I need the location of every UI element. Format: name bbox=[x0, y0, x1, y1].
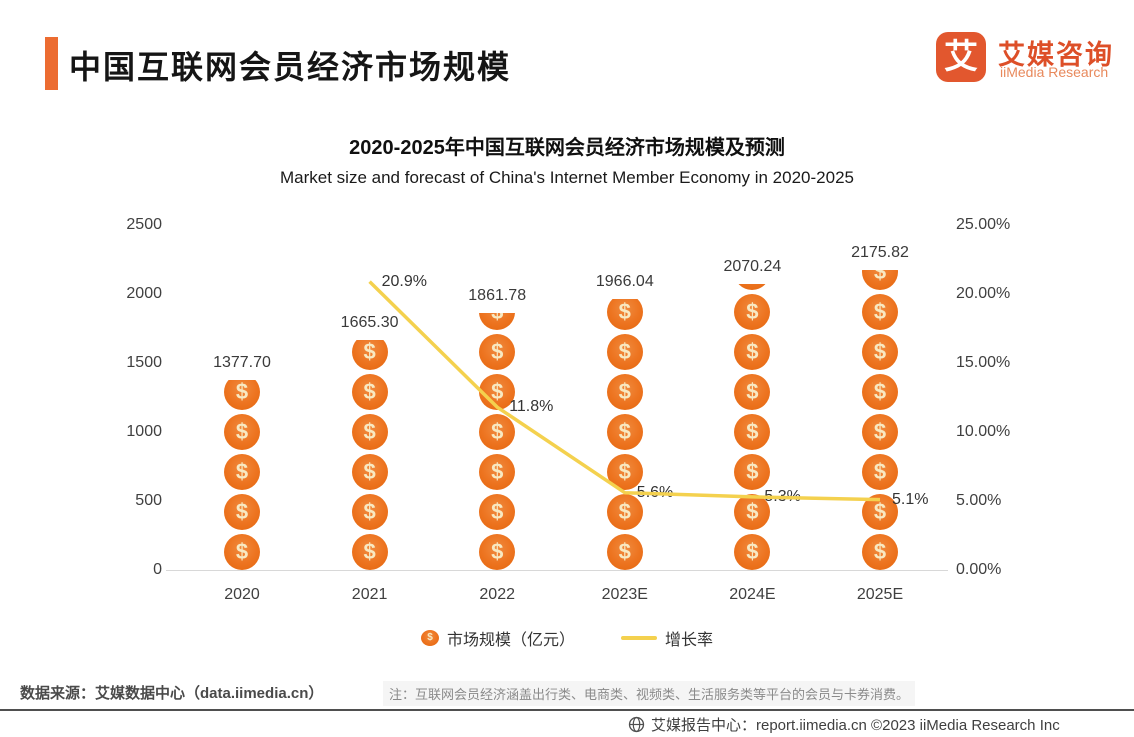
bar-value-label: 2175.82 bbox=[851, 243, 909, 261]
coin-icon: $ bbox=[606, 373, 643, 410]
globe-icon bbox=[628, 716, 645, 733]
chart-subtitle: Market size and forecast of China's Inte… bbox=[280, 168, 854, 187]
bar-value-label: 1966.04 bbox=[595, 272, 654, 290]
source-row: 数据来源：艾媒数据中心（data.iimedia.cn） 注：互联网会员经济涵盖… bbox=[0, 679, 1134, 706]
bar-2020: $ $ $ $ $ bbox=[224, 379, 260, 570]
logo-name-cn: 艾媒咨询 bbox=[998, 40, 1114, 70]
bar-value-label: 1377.70 bbox=[213, 353, 271, 371]
coin-icon: $ bbox=[734, 293, 771, 330]
coin-icon: $ bbox=[606, 298, 643, 330]
coin-icon: $ bbox=[224, 413, 260, 450]
growth-rate-label: 5.6% bbox=[636, 483, 674, 501]
coin-icon: $ bbox=[351, 373, 388, 410]
chart-title: 2020-2025年中国互联网会员经济市场规模及预测 bbox=[349, 137, 785, 159]
footer-label: 艾媒报告中心：report.iimedia.cn ©2023 iiMedia R… bbox=[651, 717, 1060, 734]
coin-icon: $ bbox=[479, 453, 516, 490]
coin-icon: $ bbox=[606, 533, 643, 570]
y-axis-tick: 2500 bbox=[126, 216, 162, 233]
coin-icon: $ bbox=[862, 269, 898, 290]
coin-icon: $ bbox=[606, 333, 643, 370]
growth-rate-label: 5.3% bbox=[764, 487, 801, 505]
coin-icon: $ bbox=[734, 533, 771, 570]
page-title: 中国互联网会员经济市场规模 bbox=[69, 49, 512, 85]
coin-icon: $ bbox=[734, 413, 771, 450]
coin-icon: $ bbox=[862, 333, 898, 370]
bar-2025E: $ $ $ $ $ $ $ $ bbox=[862, 269, 898, 570]
line-icon bbox=[621, 636, 657, 640]
y-axis-tick: 0 bbox=[153, 561, 162, 578]
coin-icon: $ bbox=[734, 284, 771, 290]
footer-row: 艾媒报告中心：report.iimedia.cn ©2023 iiMedia R… bbox=[0, 713, 1134, 737]
x-axis-label: 2023E bbox=[601, 586, 648, 603]
coin-icon: $ bbox=[862, 413, 898, 450]
coin-icon: $ bbox=[351, 533, 388, 570]
x-axis-label: 2020 bbox=[224, 586, 260, 603]
coin-icon: $ bbox=[224, 379, 260, 410]
coin-icon: $ bbox=[351, 493, 388, 530]
coin-icon: $ bbox=[351, 340, 388, 370]
coin-icon: $ bbox=[224, 453, 260, 490]
growth-rate-label: 5.1% bbox=[892, 490, 929, 508]
footer-divider bbox=[0, 709, 1134, 711]
coin-icon: $ bbox=[479, 313, 516, 330]
bar-value-label: 2070.24 bbox=[723, 258, 782, 276]
growth-rate-label: 11.8% bbox=[509, 398, 554, 416]
coin-icon: $ bbox=[734, 333, 771, 370]
y-axis-tick: 1500 bbox=[126, 354, 162, 371]
bar-value-label: 1861.78 bbox=[468, 287, 527, 305]
coin-icon: $ bbox=[606, 413, 643, 450]
coin-icon: $ bbox=[479, 413, 516, 450]
coin-icon: $ bbox=[734, 373, 771, 410]
x-axis-label: 2022 bbox=[479, 586, 515, 603]
coin-icon: $ bbox=[351, 453, 388, 490]
bar-2021: $ $ $ $ $ $ bbox=[351, 340, 388, 570]
bar-2023E: $ $ $ $ $ $ $ bbox=[606, 298, 643, 570]
y-axis-tick: 1000 bbox=[126, 423, 162, 440]
coin-icon: $ bbox=[224, 493, 260, 530]
coin-icon: $ bbox=[862, 533, 898, 570]
secondary-y-axis-tick: 10.00% bbox=[956, 423, 1011, 440]
y-axis-tick: 2000 bbox=[126, 285, 162, 302]
secondary-y-axis-tick: 15.00% bbox=[956, 354, 1011, 371]
x-axis-label: 2021 bbox=[351, 586, 388, 603]
coin-icon: $ bbox=[479, 493, 516, 530]
x-axis-line bbox=[166, 570, 948, 571]
coin-icon: $ bbox=[351, 413, 388, 450]
coin-icon: $ bbox=[479, 533, 516, 570]
data-source-label: 数据来源：艾媒数据中心（data.iimedia.cn） bbox=[20, 685, 324, 702]
logo-name-en: iiMedia Research bbox=[1000, 64, 1109, 80]
bar-value-label: 1665.30 bbox=[340, 314, 399, 332]
title-accent-bar bbox=[45, 37, 58, 90]
coin-icon: $ bbox=[420, 630, 439, 646]
coin-icon: $ bbox=[862, 373, 898, 410]
secondary-y-axis-tick: 25.00% bbox=[956, 216, 1011, 233]
chart-note: 注：互联网会员经济涵盖出行类、电商类、视频类、生活服务类等平台的会员与卡券消费。 bbox=[383, 681, 916, 706]
coin-icon: $ bbox=[224, 533, 260, 570]
secondary-y-axis-tick: 20.00% bbox=[956, 285, 1011, 302]
secondary-y-axis-tick: 0.00% bbox=[956, 561, 1002, 578]
secondary-y-axis-tick: 5.00% bbox=[956, 492, 1002, 509]
x-axis-label: 2024E bbox=[729, 586, 776, 603]
legend-item-growth-rate: 增长率 bbox=[621, 626, 713, 650]
iimedia-logo-icon: 艾 bbox=[936, 32, 986, 82]
bar-2022: $$$$$$$ bbox=[479, 313, 516, 570]
chart-legend: $ 市场规模（亿元） 增长率 bbox=[0, 626, 1134, 650]
y-axis-tick: 500 bbox=[135, 492, 162, 509]
legend-label: 增长率 bbox=[665, 632, 714, 649]
legend-item-market-size: $ 市场规模（亿元） bbox=[420, 626, 575, 650]
footer-content: 艾媒报告中心：report.iimedia.cn ©2023 iiMedia R… bbox=[628, 714, 1060, 735]
coin-icon: $ bbox=[862, 453, 898, 490]
legend-label: 市场规模（亿元） bbox=[446, 632, 575, 649]
coin-icon: $ bbox=[479, 333, 516, 370]
coin-icon: $ bbox=[862, 293, 898, 330]
coin-icon: $ bbox=[734, 453, 771, 490]
x-axis-label: 2025E bbox=[856, 586, 904, 603]
growth-rate-label: 20.9% bbox=[381, 272, 427, 290]
bar-2024E: $$$$$$$$ bbox=[734, 284, 771, 570]
